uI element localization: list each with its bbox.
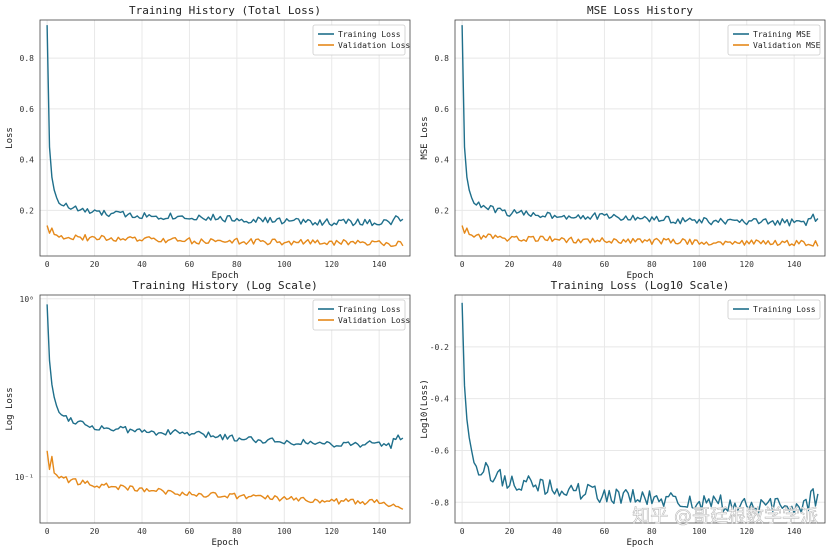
x-tick-label: 60: [600, 527, 610, 536]
series-line-1: [46, 25, 404, 227]
x-tick-label: 140: [372, 527, 387, 536]
x-tick-label: 0: [45, 260, 50, 269]
legend-label: Training Loss: [753, 305, 816, 314]
x-axis-label: Epoch: [626, 538, 653, 548]
legend-label: Validation MSE: [753, 41, 821, 50]
plot-frame: [39, 19, 411, 257]
legend-box: [727, 299, 821, 320]
series-line-2: [46, 450, 404, 510]
y-tick-label: 0.6: [435, 105, 450, 114]
plot-area: [455, 295, 825, 523]
x-tick-label: 140: [787, 260, 802, 269]
y-tick-label: 0.2: [435, 206, 450, 215]
x-tick-label: 80: [232, 260, 242, 269]
chart-title: Training Loss (Log10 Scale): [551, 279, 730, 292]
series-line-1: [461, 302, 819, 514]
x-axis-label: Epoch: [211, 538, 238, 548]
y-tick-label: 0.4: [435, 156, 450, 165]
x-tick-label: 20: [505, 527, 515, 536]
y-tick-label: -0.2: [430, 343, 449, 352]
legend-box: [312, 299, 406, 331]
x-tick-label: 0: [460, 527, 465, 536]
x-tick-label: 140: [372, 260, 387, 269]
series-line-1: [461, 25, 819, 227]
x-tick-label: 0: [45, 527, 50, 536]
y-axis-label: Log10(Loss): [420, 379, 430, 439]
x-tick-label: 80: [232, 527, 242, 536]
chart-title: MSE Loss History: [587, 4, 693, 17]
x-tick-label: 120: [325, 527, 340, 536]
x-tick-label: 20: [90, 260, 100, 269]
x-tick-label: 40: [552, 260, 562, 269]
legend-label: Training MSE: [753, 30, 811, 39]
x-tick-label: 100: [277, 527, 292, 536]
legend-label: Training Loss: [338, 305, 401, 314]
y-tick-label: 0.6: [20, 105, 35, 114]
plot-area: [455, 20, 825, 256]
y-tick-label: 10⁰: [20, 295, 34, 304]
y-tick-label: -0.4: [430, 395, 449, 404]
x-tick-label: 20: [90, 527, 100, 536]
chart-2: 0 20 40 60 80 100 120 140 0.2 0.4 0.6 0.8 MSE Loss H…: [420, 4, 826, 281]
chart-title: Training History (Log Scale): [132, 279, 317, 292]
x-tick-label: 100: [692, 527, 707, 536]
x-axis-label: Epoch: [211, 271, 238, 281]
y-axis-label: MSE Loss: [420, 116, 430, 159]
x-tick-label: 0: [460, 260, 465, 269]
x-tick-label: 80: [647, 260, 657, 269]
x-tick-label: 60: [185, 527, 195, 536]
series-line-2: [46, 225, 404, 248]
x-tick-label: 20: [505, 260, 515, 269]
legend: Training MSE Validation MSE: [727, 24, 821, 56]
y-tick-label: 0.4: [20, 156, 35, 165]
plot-frame: [454, 19, 826, 257]
x-tick-label: 120: [740, 527, 755, 536]
series-line-1: [46, 304, 404, 449]
legend: Training Loss Validation Loss: [312, 24, 410, 56]
x-tick-label: 40: [137, 260, 147, 269]
x-tick-label: 60: [600, 260, 610, 269]
legend: Training Loss: [727, 299, 821, 320]
y-tick-label: 0.8: [435, 54, 450, 63]
x-tick-label: 120: [325, 260, 340, 269]
legend-label: Validation Loss: [338, 41, 410, 50]
chart-4: 0 20 40 60 80 100 120 140 -0.8 -0.6 -0.4 -0.2 Traini…: [420, 279, 826, 548]
x-tick-label: 100: [692, 260, 707, 269]
x-tick-label: 80: [647, 527, 657, 536]
legend-label: Training Loss: [338, 30, 401, 39]
y-tick-label: 0.8: [20, 54, 35, 63]
chart-3: 0 20 40 60 80 100 120 140 10⁰ 10⁻¹ Training Histor…: [5, 279, 410, 548]
legend-box: [312, 24, 406, 56]
y-axis-label: Loss: [5, 127, 15, 149]
chart-title: Training History (Total Loss): [129, 4, 321, 17]
legend: Training Loss Validation Loss: [312, 299, 410, 331]
x-tick-label: 60: [185, 260, 195, 269]
y-tick-label: 10⁻¹: [15, 473, 34, 482]
x-tick-label: 100: [277, 260, 292, 269]
legend-label: Validation Loss: [338, 316, 410, 325]
x-tick-label: 40: [137, 527, 147, 536]
legend-box: [727, 24, 821, 56]
plot-frame: [39, 294, 411, 524]
x-axis-label: Epoch: [626, 271, 653, 281]
x-tick-label: 140: [787, 527, 802, 536]
series-line-2: [461, 225, 819, 247]
y-tick-label: -0.8: [430, 498, 449, 507]
y-tick-label: 0.2: [20, 206, 35, 215]
chart-1: 0 20 40 60 80 100 120 140 0.2 0.4 0.6 0.8 Training H…: [5, 4, 410, 281]
plot-area: [40, 20, 410, 256]
watermark-text: 知乎 @哥廷根数学学派: [632, 506, 818, 527]
y-axis-label: Log Loss: [5, 387, 15, 430]
x-tick-label: 40: [552, 527, 562, 536]
y-tick-label: -0.6: [430, 446, 449, 455]
plot-frame: [454, 294, 826, 524]
x-tick-label: 120: [740, 260, 755, 269]
